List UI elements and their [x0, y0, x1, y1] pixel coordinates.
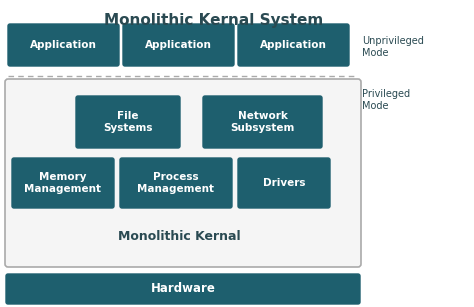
FancyBboxPatch shape [5, 79, 361, 267]
Text: Unprivileged
Mode: Unprivileged Mode [362, 36, 424, 58]
FancyBboxPatch shape [6, 274, 360, 304]
FancyBboxPatch shape [123, 24, 234, 66]
Text: Monolithic Kernal System: Monolithic Kernal System [104, 13, 323, 28]
Text: Application: Application [260, 40, 327, 50]
FancyBboxPatch shape [203, 96, 322, 148]
Text: Process
Management: Process Management [137, 172, 215, 194]
FancyBboxPatch shape [8, 24, 119, 66]
FancyBboxPatch shape [238, 24, 349, 66]
Text: Privileged
Mode: Privileged Mode [362, 89, 410, 111]
FancyBboxPatch shape [120, 158, 232, 208]
Text: Application: Application [145, 40, 212, 50]
FancyBboxPatch shape [12, 158, 114, 208]
Text: Memory
Management: Memory Management [25, 172, 101, 194]
Text: Monolithic Kernal: Monolithic Kernal [118, 231, 240, 243]
Text: File
Systems: File Systems [103, 111, 153, 133]
FancyBboxPatch shape [238, 158, 330, 208]
Text: Drivers: Drivers [263, 178, 305, 188]
Text: Network
Subsystem: Network Subsystem [230, 111, 295, 133]
Text: Application: Application [30, 40, 97, 50]
FancyBboxPatch shape [76, 96, 180, 148]
Text: Hardware: Hardware [151, 282, 216, 296]
